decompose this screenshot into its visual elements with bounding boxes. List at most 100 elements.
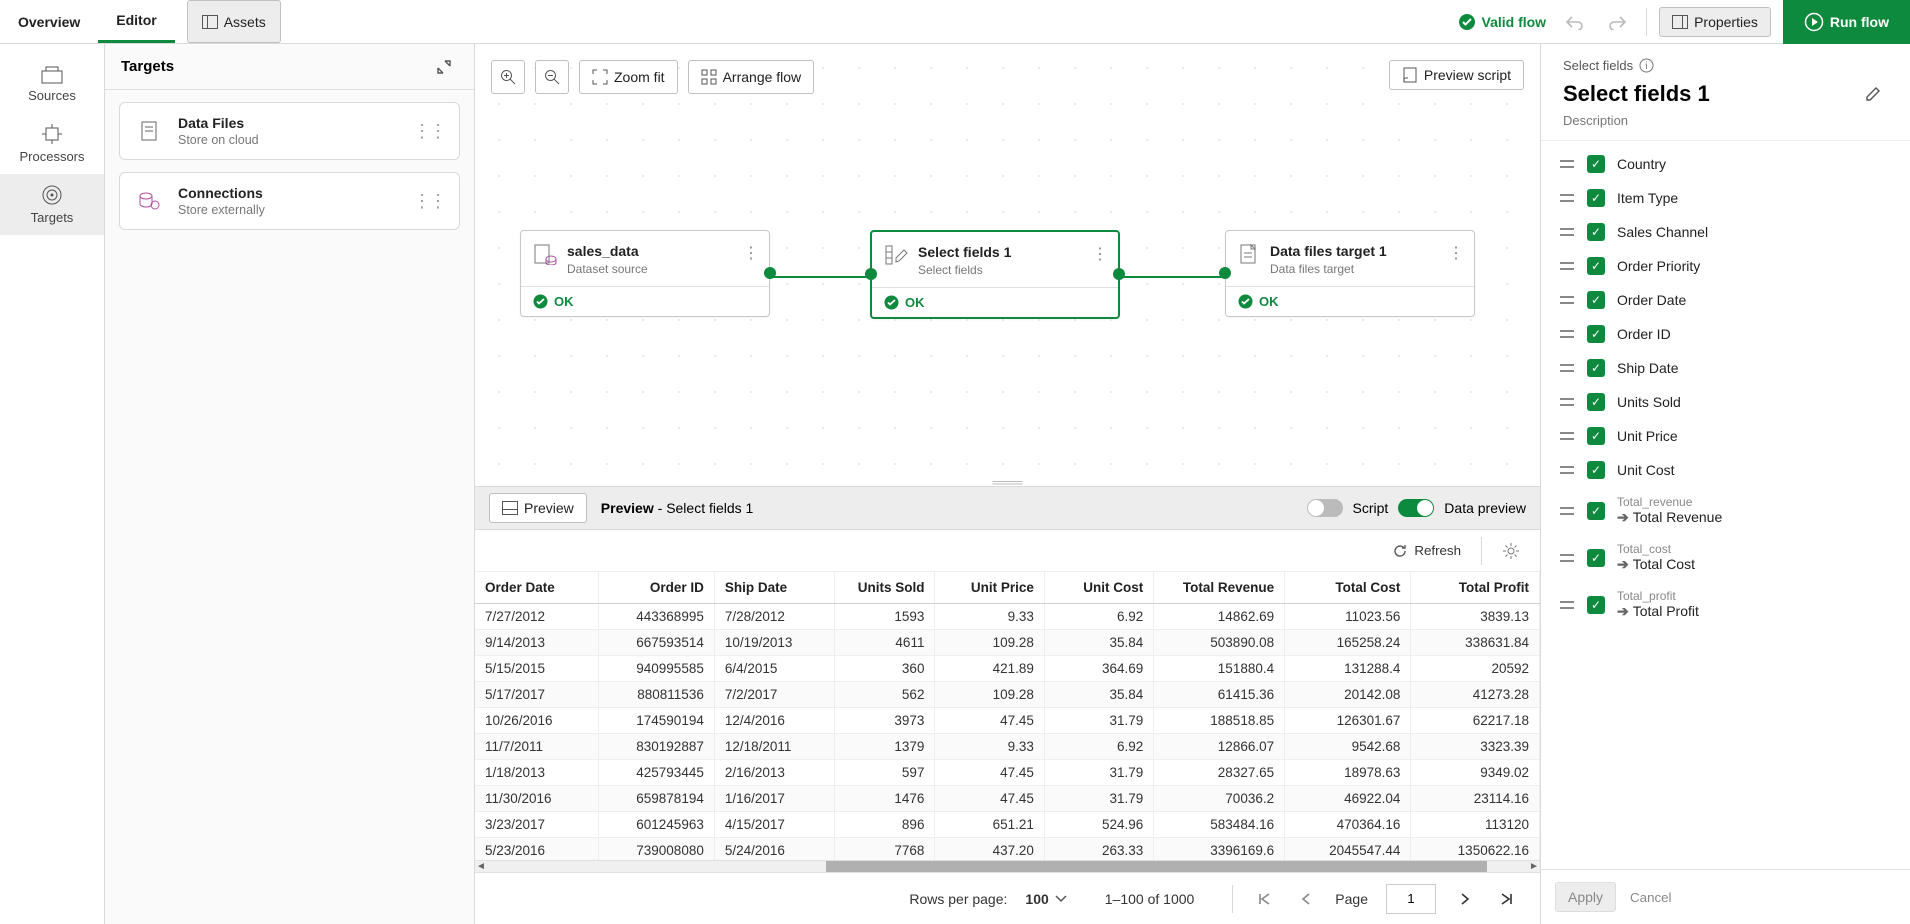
- table-row[interactable]: 11/30/20166598781941/16/2017147647.4531.…: [475, 786, 1540, 812]
- drag-handle-icon[interactable]: [1559, 430, 1575, 442]
- table-row[interactable]: 3/23/20176012459634/15/2017896651.21524.…: [475, 812, 1540, 838]
- field-checkbox[interactable]: ✓: [1587, 325, 1605, 343]
- cancel-button[interactable]: Cancel: [1630, 882, 1672, 912]
- horizontal-scrollbar[interactable]: ◄ ►: [475, 860, 1540, 872]
- field-checkbox[interactable]: ✓: [1587, 461, 1605, 479]
- field-checkbox[interactable]: ✓: [1587, 291, 1605, 309]
- tab-overview[interactable]: Overview: [0, 0, 98, 43]
- drag-handle-icon[interactable]: [1559, 464, 1575, 476]
- assets-button[interactable]: Assets: [187, 0, 281, 43]
- resizer-handle[interactable]: ═══: [475, 478, 1540, 486]
- field-list-item[interactable]: ✓ Sales Channel: [1541, 215, 1906, 249]
- data-table-scroll[interactable]: Order DateOrder IDShip DateUnits SoldUni…: [475, 572, 1540, 860]
- scroll-right-arrow[interactable]: ►: [1528, 861, 1540, 873]
- column-header[interactable]: Unit Price: [935, 572, 1044, 604]
- refresh-button[interactable]: Refresh: [1386, 537, 1467, 565]
- field-list-item[interactable]: ✓ Units Sold: [1541, 385, 1906, 419]
- field-checkbox[interactable]: ✓: [1587, 549, 1605, 567]
- tab-editor[interactable]: Editor: [98, 0, 174, 43]
- edit-title-button[interactable]: [1858, 79, 1888, 109]
- column-header[interactable]: Total Profit: [1411, 572, 1540, 604]
- drag-handle-icon[interactable]: [1559, 505, 1575, 517]
- zoom-fit-button[interactable]: Zoom fit: [579, 60, 678, 94]
- page-input[interactable]: [1386, 884, 1436, 914]
- settings-button[interactable]: [1496, 536, 1526, 566]
- data-preview-toggle[interactable]: [1398, 499, 1434, 517]
- node-menu-button[interactable]: ⋮: [1092, 244, 1108, 264]
- field-list-item[interactable]: ✓ Order ID: [1541, 317, 1906, 351]
- field-list-item[interactable]: ✓ Order Date: [1541, 283, 1906, 317]
- drag-handle-icon[interactable]: ⋮⋮: [413, 121, 445, 142]
- target-card[interactable]: Data Files Store on cloud ⋮⋮: [119, 102, 460, 160]
- drag-handle-icon[interactable]: [1559, 599, 1575, 611]
- drag-handle-icon[interactable]: [1559, 158, 1575, 170]
- drag-handle-icon[interactable]: ⋮⋮: [413, 191, 445, 212]
- field-checkbox[interactable]: ✓: [1587, 257, 1605, 275]
- flow-node[interactable]: sales_data Dataset source ⋮ OK: [520, 230, 770, 317]
- apply-button[interactable]: Apply: [1555, 882, 1616, 912]
- target-card[interactable]: Connections Store externally ⋮⋮: [119, 172, 460, 230]
- drag-handle-icon[interactable]: [1559, 260, 1575, 272]
- rail-item-targets[interactable]: Targets: [0, 174, 104, 235]
- column-header[interactable]: Total Revenue: [1154, 572, 1285, 604]
- script-toggle[interactable]: [1307, 499, 1343, 517]
- field-list-item[interactable]: ✓ Unit Cost: [1541, 453, 1906, 487]
- field-list-item[interactable]: ✓ Order Priority: [1541, 249, 1906, 283]
- table-row[interactable]: 5/15/20159409955856/4/2015360421.89364.6…: [475, 656, 1540, 682]
- last-page-button[interactable]: [1494, 886, 1520, 912]
- field-list-item[interactable]: ✓ Item Type: [1541, 181, 1906, 215]
- table-row[interactable]: 9/14/201366759351410/19/20134611109.2835…: [475, 630, 1540, 656]
- drag-handle-icon[interactable]: [1559, 294, 1575, 306]
- drag-handle-icon[interactable]: [1559, 362, 1575, 374]
- table-row[interactable]: 10/26/201617459019412/4/2016397347.4531.…: [475, 708, 1540, 734]
- undo-button[interactable]: [1558, 8, 1590, 36]
- drag-handle-icon[interactable]: [1559, 552, 1575, 564]
- column-header[interactable]: Ship Date: [714, 572, 834, 604]
- field-checkbox[interactable]: ✓: [1587, 189, 1605, 207]
- field-list-item[interactable]: ✓ Total_revenue➔Total Revenue: [1541, 487, 1906, 534]
- arrange-flow-button[interactable]: Arrange flow: [688, 60, 815, 94]
- first-page-button[interactable]: [1251, 886, 1277, 912]
- column-header[interactable]: Unit Cost: [1044, 572, 1153, 604]
- drag-handle-icon[interactable]: [1559, 328, 1575, 340]
- zoom-in-button[interactable]: [491, 60, 525, 94]
- field-list-item[interactable]: ✓ Country: [1541, 147, 1906, 181]
- zoom-out-button[interactable]: [535, 60, 569, 94]
- field-checkbox[interactable]: ✓: [1587, 393, 1605, 411]
- run-flow-button[interactable]: Run flow: [1783, 0, 1910, 44]
- collapse-panel-button[interactable]: [430, 53, 458, 81]
- field-checkbox[interactable]: ✓: [1587, 427, 1605, 445]
- table-row[interactable]: 11/7/201183019288712/18/201113799.336.92…: [475, 734, 1540, 760]
- properties-button[interactable]: Properties: [1659, 7, 1771, 37]
- preview-script-button[interactable]: Preview script: [1389, 60, 1524, 90]
- redo-button[interactable]: [1602, 8, 1634, 36]
- column-header[interactable]: Order Date: [475, 572, 599, 604]
- field-checkbox[interactable]: ✓: [1587, 596, 1605, 614]
- scrollbar-thumb[interactable]: [826, 861, 1486, 872]
- flow-node[interactable]: Select fields 1 Select fields ⋮ OK: [870, 230, 1120, 319]
- column-header[interactable]: Order ID: [599, 572, 714, 604]
- next-page-button[interactable]: [1454, 886, 1476, 912]
- field-list-item[interactable]: ✓ Ship Date: [1541, 351, 1906, 385]
- field-checkbox[interactable]: ✓: [1587, 502, 1605, 520]
- field-list-item[interactable]: ✓ Total_cost➔Total Cost: [1541, 534, 1906, 581]
- drag-handle-icon[interactable]: [1559, 226, 1575, 238]
- table-row[interactable]: 5/23/20167390080805/24/20167768437.20263…: [475, 838, 1540, 861]
- column-header[interactable]: Total Cost: [1285, 572, 1411, 604]
- table-row[interactable]: 5/17/20178808115367/2/2017562109.2835.84…: [475, 682, 1540, 708]
- node-menu-button[interactable]: ⋮: [743, 243, 759, 263]
- preview-toggle-button[interactable]: Preview: [489, 493, 587, 523]
- scroll-left-arrow[interactable]: ◄: [475, 861, 487, 873]
- prev-page-button[interactable]: [1295, 886, 1317, 912]
- column-header[interactable]: Units Sold: [834, 572, 935, 604]
- field-list-item[interactable]: ✓ Unit Price: [1541, 419, 1906, 453]
- rows-per-page-select[interactable]: 100: [1025, 891, 1066, 907]
- table-row[interactable]: 1/18/20134257934452/16/201359747.4531.79…: [475, 760, 1540, 786]
- info-icon[interactable]: i: [1639, 58, 1654, 73]
- rail-item-processors[interactable]: Processors: [0, 113, 104, 174]
- drag-handle-icon[interactable]: [1559, 396, 1575, 408]
- node-menu-button[interactable]: ⋮: [1448, 243, 1464, 263]
- field-checkbox[interactable]: ✓: [1587, 359, 1605, 377]
- table-row[interactable]: 7/27/20124433689957/28/201215939.336.921…: [475, 604, 1540, 630]
- rail-item-sources[interactable]: Sources: [0, 56, 104, 113]
